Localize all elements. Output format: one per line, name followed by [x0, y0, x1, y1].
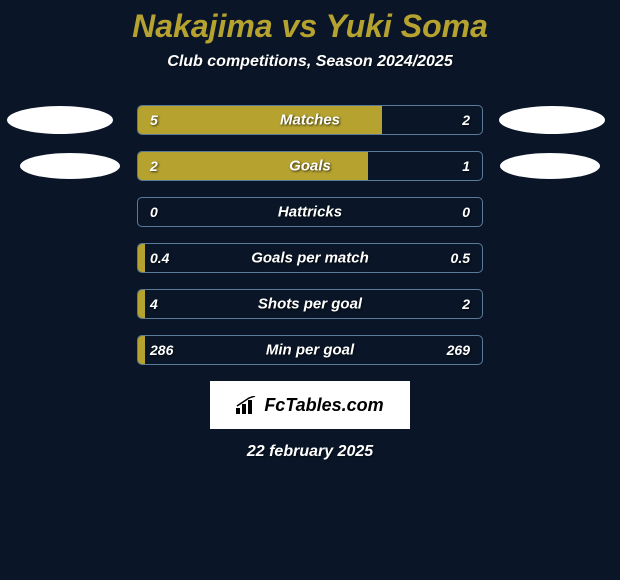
stat-label: Matches	[280, 112, 340, 129]
player-left-disc	[7, 106, 113, 134]
stat-value-left: 286	[150, 342, 173, 358]
stat-label: Hattricks	[278, 204, 342, 221]
stat-value-left: 4	[150, 296, 158, 312]
stat-value-right: 0	[462, 204, 470, 220]
stat-row: 5 Matches 2	[0, 105, 620, 135]
stat-row: 0 Hattricks 0	[0, 197, 620, 227]
bar-left-fill	[138, 336, 145, 364]
stat-label: Min per goal	[266, 342, 354, 359]
stat-bar: 4 Shots per goal 2	[137, 289, 483, 319]
stat-bar: 5 Matches 2	[137, 105, 483, 135]
stat-row: 4 Shots per goal 2	[0, 289, 620, 319]
logo-text: FcTables.com	[264, 395, 383, 416]
stat-value-right: 2	[462, 296, 470, 312]
stat-label: Shots per goal	[258, 296, 362, 313]
stat-value-right: 2	[462, 112, 470, 128]
bar-left-fill	[138, 290, 145, 318]
stat-bar: 0.4 Goals per match 0.5	[137, 243, 483, 273]
stat-row: 2 Goals 1	[0, 151, 620, 181]
bar-left-fill	[138, 106, 382, 134]
stat-value-left: 5	[150, 112, 158, 128]
stat-bar: 2 Goals 1	[137, 151, 483, 181]
player-right-disc	[500, 153, 600, 179]
stat-label: Goals	[289, 158, 331, 175]
page-title: Nakajima vs Yuki Soma	[0, 0, 620, 45]
comparison-rows: 5 Matches 2 2 Goals 1 0 Hattricks	[0, 105, 620, 365]
stat-bar: 0 Hattricks 0	[137, 197, 483, 227]
date-label: 22 february 2025	[0, 443, 620, 461]
stat-bar: 286 Min per goal 269	[137, 335, 483, 365]
stat-value-right: 0.5	[451, 250, 470, 266]
stat-value-right: 1	[462, 158, 470, 174]
bar-left-fill	[138, 152, 368, 180]
stat-row: 286 Min per goal 269	[0, 335, 620, 365]
chart-icon	[236, 396, 258, 414]
stat-value-left: 0	[150, 204, 158, 220]
logo-box: FcTables.com	[210, 381, 410, 429]
stat-value-left: 2	[150, 158, 158, 174]
bar-left-fill	[138, 244, 145, 272]
stat-value-left: 0.4	[150, 250, 169, 266]
stat-label: Goals per match	[251, 250, 369, 267]
subtitle: Club competitions, Season 2024/2025	[0, 53, 620, 71]
player-left-disc	[20, 153, 120, 179]
player-right-disc	[499, 106, 605, 134]
stat-row: 0.4 Goals per match 0.5	[0, 243, 620, 273]
stat-value-right: 269	[447, 342, 470, 358]
